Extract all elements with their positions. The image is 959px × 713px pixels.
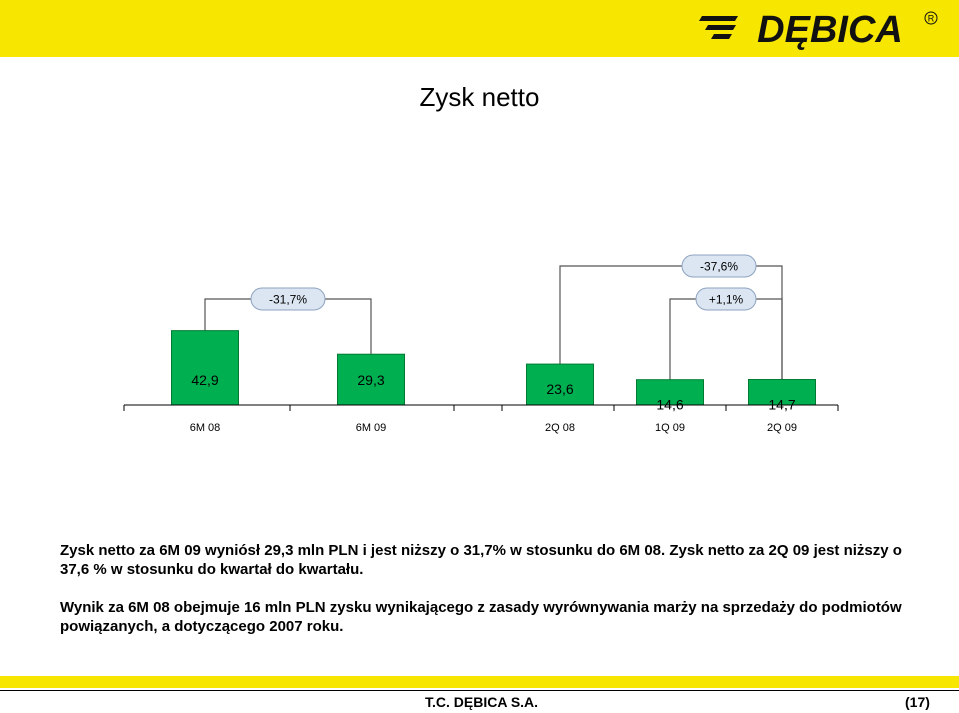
- bars-layer: 42,9 29,323,614,6 14,7: [171, 330, 816, 413]
- x-tick-label: 2Q 08: [545, 422, 575, 434]
- registered-mark-icon: [924, 11, 938, 25]
- comparison-label: -31,7%: [269, 293, 307, 307]
- footer-company-name: T.C. DĘBICA S.A.: [425, 694, 539, 710]
- comparison-label: +1,1%: [709, 293, 744, 307]
- x-axis: 6M 08 6M 09 2Q 08 1Q 09 2Q 09: [123, 404, 839, 434]
- logo-wordmark: DĘBICA: [757, 9, 903, 50]
- bar-value-label: 23,6: [546, 381, 573, 397]
- footer-page-number: (17): [905, 694, 930, 710]
- x-tick-label: 2Q 09: [767, 422, 797, 434]
- comparison-bracket: [669, 298, 783, 380]
- summary-paragraph: Zysk netto za 6M 09 wyniósł 29,3 mln PLN…: [60, 542, 902, 578]
- page-title: Zysk netto: [419, 82, 540, 112]
- logo-speed-stripes: [699, 16, 738, 39]
- comparison-callout: [250, 287, 326, 311]
- net-profit-bar-chart: 42,9 29,323,614,6 14,7 6M 08 6M 09 2Q 08 1Q 0…: [123, 254, 839, 434]
- bottom-brand-band: [0, 676, 959, 688]
- comparison-label: -37,6%: [700, 260, 738, 274]
- bar-1q-09: [636, 379, 704, 406]
- footer-divider: [0, 690, 959, 691]
- note-paragraph: Wynik za 6M 08 obejmuje 16 mln PLN zysku…: [60, 599, 902, 635]
- x-tick-label: 6M 08: [190, 422, 221, 434]
- x-tick-label: 6M 09: [356, 422, 387, 434]
- bar-2q-09: [748, 379, 816, 406]
- debica-logo: DĘBICA R: [699, 9, 938, 50]
- top-brand-band: [0, 0, 959, 57]
- registered-mark-letter: R: [928, 14, 935, 24]
- bar-6m-09: [337, 353, 405, 406]
- bar-value-label: 29,3: [357, 372, 384, 388]
- comparison-brackets: [204, 265, 783, 380]
- comparison-callouts: -31,7% -37,6% +1,1%: [250, 254, 757, 311]
- x-tick-label: 1Q 09: [655, 422, 685, 434]
- comparison-callout: [681, 254, 757, 278]
- comparison-callout: [695, 287, 757, 311]
- bar-value-label: 42,9: [191, 372, 218, 388]
- comparison-bracket: [559, 265, 783, 380]
- bar-2q-08: [526, 363, 594, 406]
- bar-6m-08: [171, 330, 239, 406]
